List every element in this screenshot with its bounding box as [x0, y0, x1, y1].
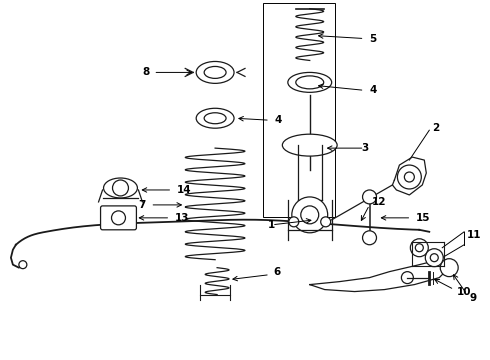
Polygon shape [310, 260, 449, 292]
Bar [263, 3, 335, 217]
Text: 3: 3 [361, 143, 368, 153]
Circle shape [425, 249, 443, 267]
Circle shape [397, 165, 421, 189]
Circle shape [301, 206, 318, 224]
Circle shape [19, 261, 27, 269]
Ellipse shape [196, 108, 234, 128]
Text: 4: 4 [275, 115, 282, 125]
Text: 8: 8 [142, 67, 149, 77]
Text: 5: 5 [369, 33, 377, 44]
Text: 4: 4 [369, 85, 377, 95]
Text: 15: 15 [416, 213, 430, 223]
Ellipse shape [204, 67, 226, 78]
Circle shape [289, 217, 299, 227]
Circle shape [404, 172, 415, 182]
Circle shape [440, 259, 458, 276]
Circle shape [430, 254, 438, 262]
Text: 14: 14 [177, 185, 192, 195]
Ellipse shape [282, 134, 337, 156]
Ellipse shape [204, 113, 226, 124]
Circle shape [292, 197, 328, 233]
Text: 9: 9 [469, 293, 476, 302]
Circle shape [410, 239, 428, 257]
Text: 6: 6 [273, 267, 280, 276]
Circle shape [416, 244, 423, 252]
Circle shape [363, 190, 376, 204]
Ellipse shape [196, 62, 234, 84]
Ellipse shape [296, 76, 324, 89]
Text: 13: 13 [175, 213, 190, 223]
Text: 11: 11 [467, 230, 482, 240]
Ellipse shape [288, 72, 332, 92]
Circle shape [112, 211, 125, 225]
Ellipse shape [291, 138, 329, 152]
FancyBboxPatch shape [100, 206, 136, 230]
Text: 10: 10 [457, 287, 472, 297]
Text: 7: 7 [138, 200, 146, 210]
Circle shape [401, 272, 414, 284]
Circle shape [321, 217, 331, 227]
Ellipse shape [103, 178, 137, 198]
Text: 1: 1 [268, 220, 275, 230]
Text: 2: 2 [432, 123, 440, 133]
Text: 12: 12 [371, 197, 386, 207]
Circle shape [363, 231, 376, 245]
Circle shape [113, 180, 128, 196]
